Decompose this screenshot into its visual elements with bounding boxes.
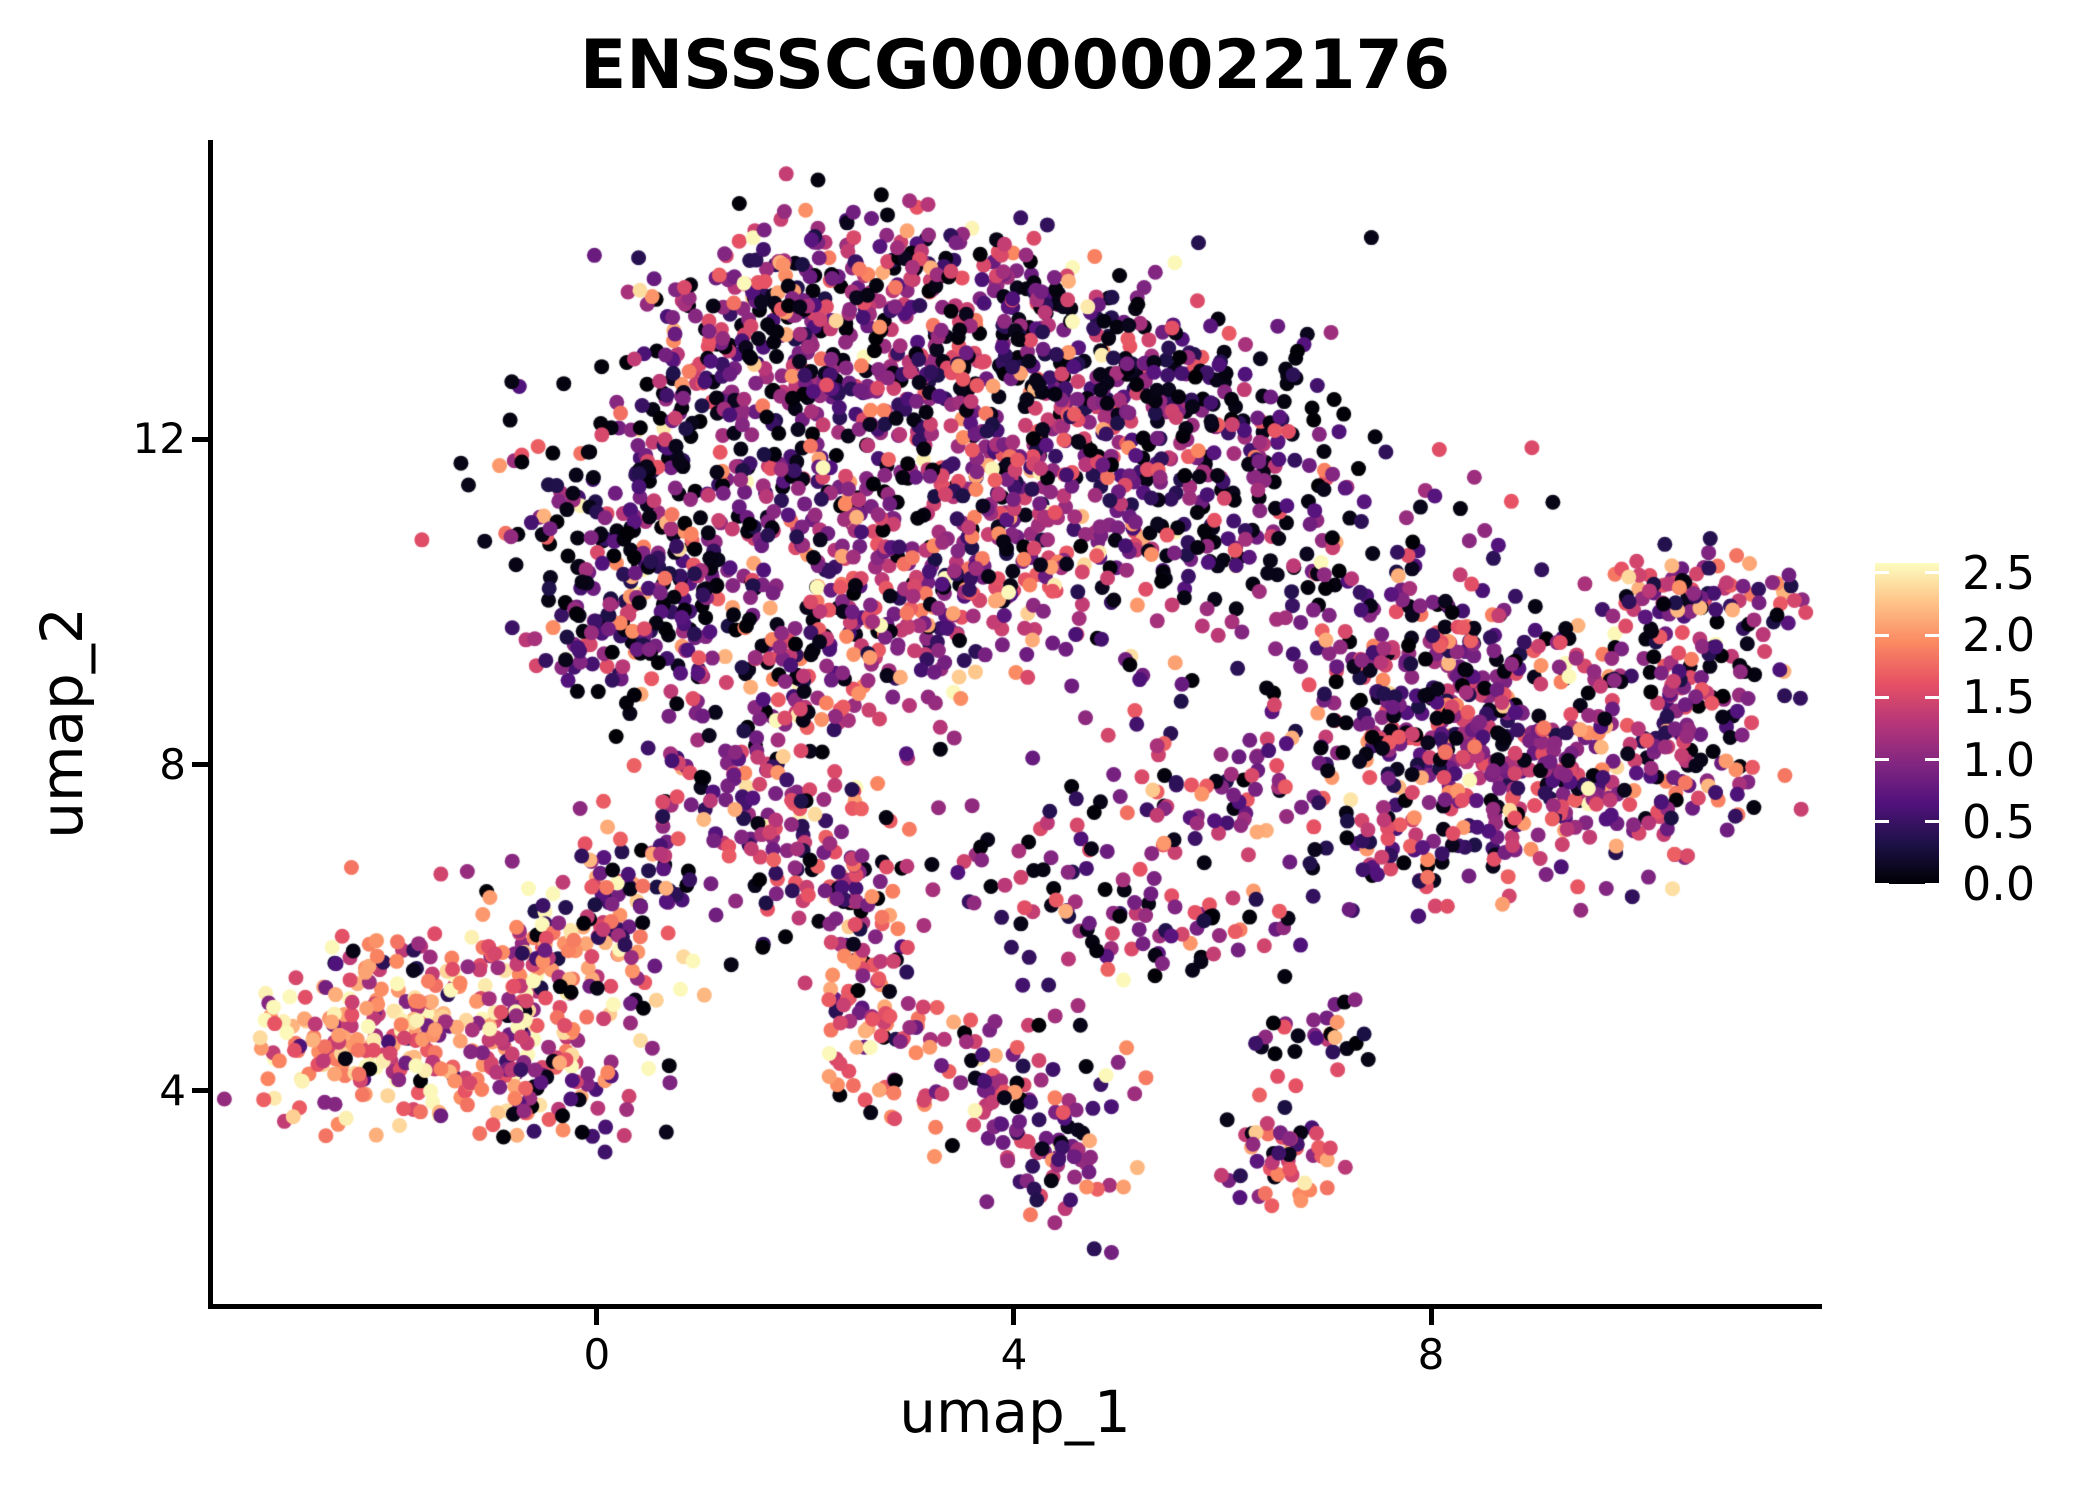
- x-axis-line: [208, 1304, 1822, 1309]
- colorbar-tick-label: 2.5: [1962, 545, 2036, 600]
- y-tick-label: 12: [132, 414, 186, 464]
- colorbar-tick-mark: [1875, 882, 1889, 886]
- x-axis-title: umap_1: [899, 1378, 1131, 1446]
- colorbar-tick-mark: [1875, 695, 1889, 699]
- colorbar-tick-label: 1.0: [1962, 732, 2036, 787]
- colorbar-tick-mark: [1875, 633, 1889, 637]
- x-tick-label: 8: [1417, 1330, 1445, 1379]
- colorbar-tick-mark: [1925, 571, 1939, 575]
- colorbar-tick-mark: [1925, 820, 1939, 824]
- y-tick-label: 4: [159, 1065, 186, 1115]
- colorbar-tick-mark: [1875, 571, 1889, 575]
- y-axis-line: [208, 140, 213, 1309]
- colorbar-tick-mark: [1925, 695, 1939, 699]
- y-tick-mark: [192, 1088, 210, 1094]
- colorbar-tick-label: 0.0: [1962, 857, 2036, 911]
- x-tick-mark: [1011, 1308, 1017, 1325]
- y-tick-label: 8: [159, 739, 186, 789]
- colorbar-tick-mark: [1875, 820, 1889, 824]
- colorbar-tick-label: 0.5: [1962, 794, 2036, 849]
- y-axis-title: umap_2: [28, 607, 96, 839]
- colorbar-tick-mark: [1925, 758, 1939, 762]
- y-tick-mark: [192, 762, 210, 768]
- x-tick-mark: [1428, 1308, 1434, 1325]
- colorbar-tick-mark: [1925, 882, 1939, 886]
- x-tick-label: 4: [1000, 1330, 1028, 1379]
- y-tick-mark: [192, 436, 210, 442]
- colorbar-tick-label: 2.0: [1962, 608, 2036, 663]
- x-tick-mark: [594, 1308, 600, 1325]
- colorbar-tick-mark: [1925, 633, 1939, 637]
- colorbar-tick-label: 1.5: [1962, 670, 2036, 725]
- x-tick-label: 0: [583, 1330, 611, 1379]
- colorbar-tick-mark: [1875, 758, 1889, 762]
- colorbar-gradient: [1875, 563, 1939, 884]
